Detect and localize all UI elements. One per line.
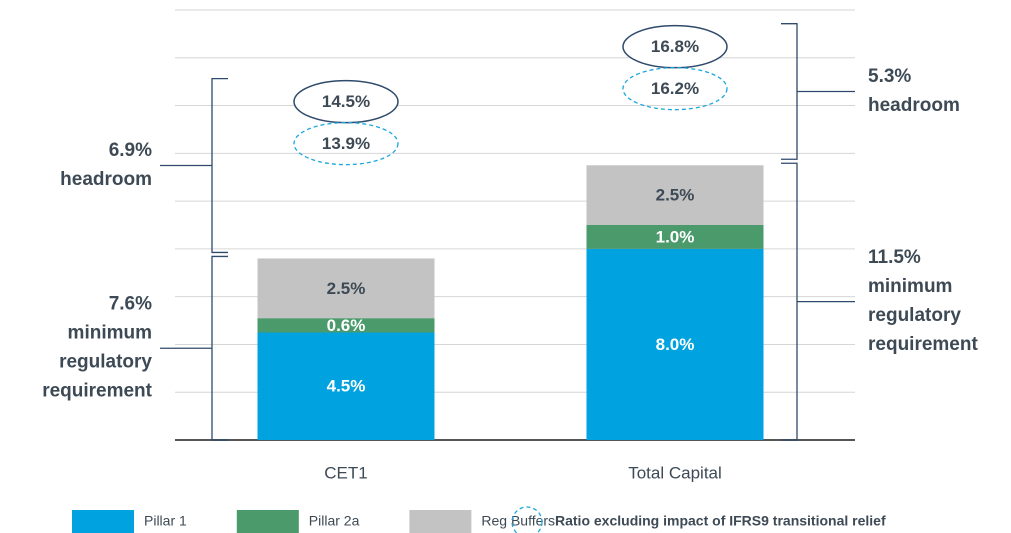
ratio-label: 14.5% xyxy=(322,92,370,111)
bar-segment xyxy=(257,318,435,333)
ratio-excl-label: 13.9% xyxy=(322,134,370,153)
ratio-ellipse xyxy=(293,79,399,124)
annotation: 11.5% xyxy=(868,247,921,268)
ratio-label: 16.8% xyxy=(651,37,699,56)
ratio-ellipse xyxy=(622,24,728,69)
ratio-excl-label: 16.2% xyxy=(651,79,699,98)
bar-segment xyxy=(586,248,764,440)
annotation: requirement xyxy=(42,381,152,402)
annotation: 7.6% xyxy=(109,294,152,315)
bracket xyxy=(211,255,228,441)
annotation: regulatory xyxy=(59,352,152,373)
annotation: requirement xyxy=(868,334,978,355)
data-label: 8.0% xyxy=(656,335,695,354)
data-label: 2.5% xyxy=(327,279,366,298)
legend-label: Pillar 1 xyxy=(144,513,187,529)
ratio-excl-ellipse xyxy=(293,121,399,166)
annotation: 6.9% xyxy=(109,140,152,161)
annotation: minimum xyxy=(868,276,952,297)
legend-dashed xyxy=(511,506,543,533)
bar-segment xyxy=(257,332,435,440)
bracket xyxy=(781,23,798,160)
legend-swatch xyxy=(409,510,472,533)
bracket xyxy=(781,162,798,441)
data-label: 1.0% xyxy=(656,227,695,246)
legend-label: Pillar 2a xyxy=(309,513,360,529)
legend-swatch xyxy=(72,510,134,533)
annotation: headroom xyxy=(60,169,152,190)
bar-segment xyxy=(586,225,764,249)
annotation: minimum xyxy=(68,323,152,344)
data-label: 4.5% xyxy=(327,377,366,396)
bracket xyxy=(211,77,228,254)
annotation: headroom xyxy=(868,95,960,116)
annotation: regulatory xyxy=(868,305,961,326)
x-tick-label: Total Capital xyxy=(628,463,722,482)
x-tick-label: CET1 xyxy=(324,463,367,482)
legend-label: Reg Buffers xyxy=(481,513,555,529)
bar-segment xyxy=(257,258,435,319)
data-label: 0.6% xyxy=(327,316,366,335)
bar-segment xyxy=(586,165,764,225)
legend-swatch xyxy=(236,510,299,533)
annotation: 5.3% xyxy=(868,66,911,87)
legend-label: Ratio excluding impact of IFRS9 transiti… xyxy=(555,513,886,529)
data-label: 2.5% xyxy=(656,186,695,205)
ratio-excl-ellipse xyxy=(622,67,728,111)
